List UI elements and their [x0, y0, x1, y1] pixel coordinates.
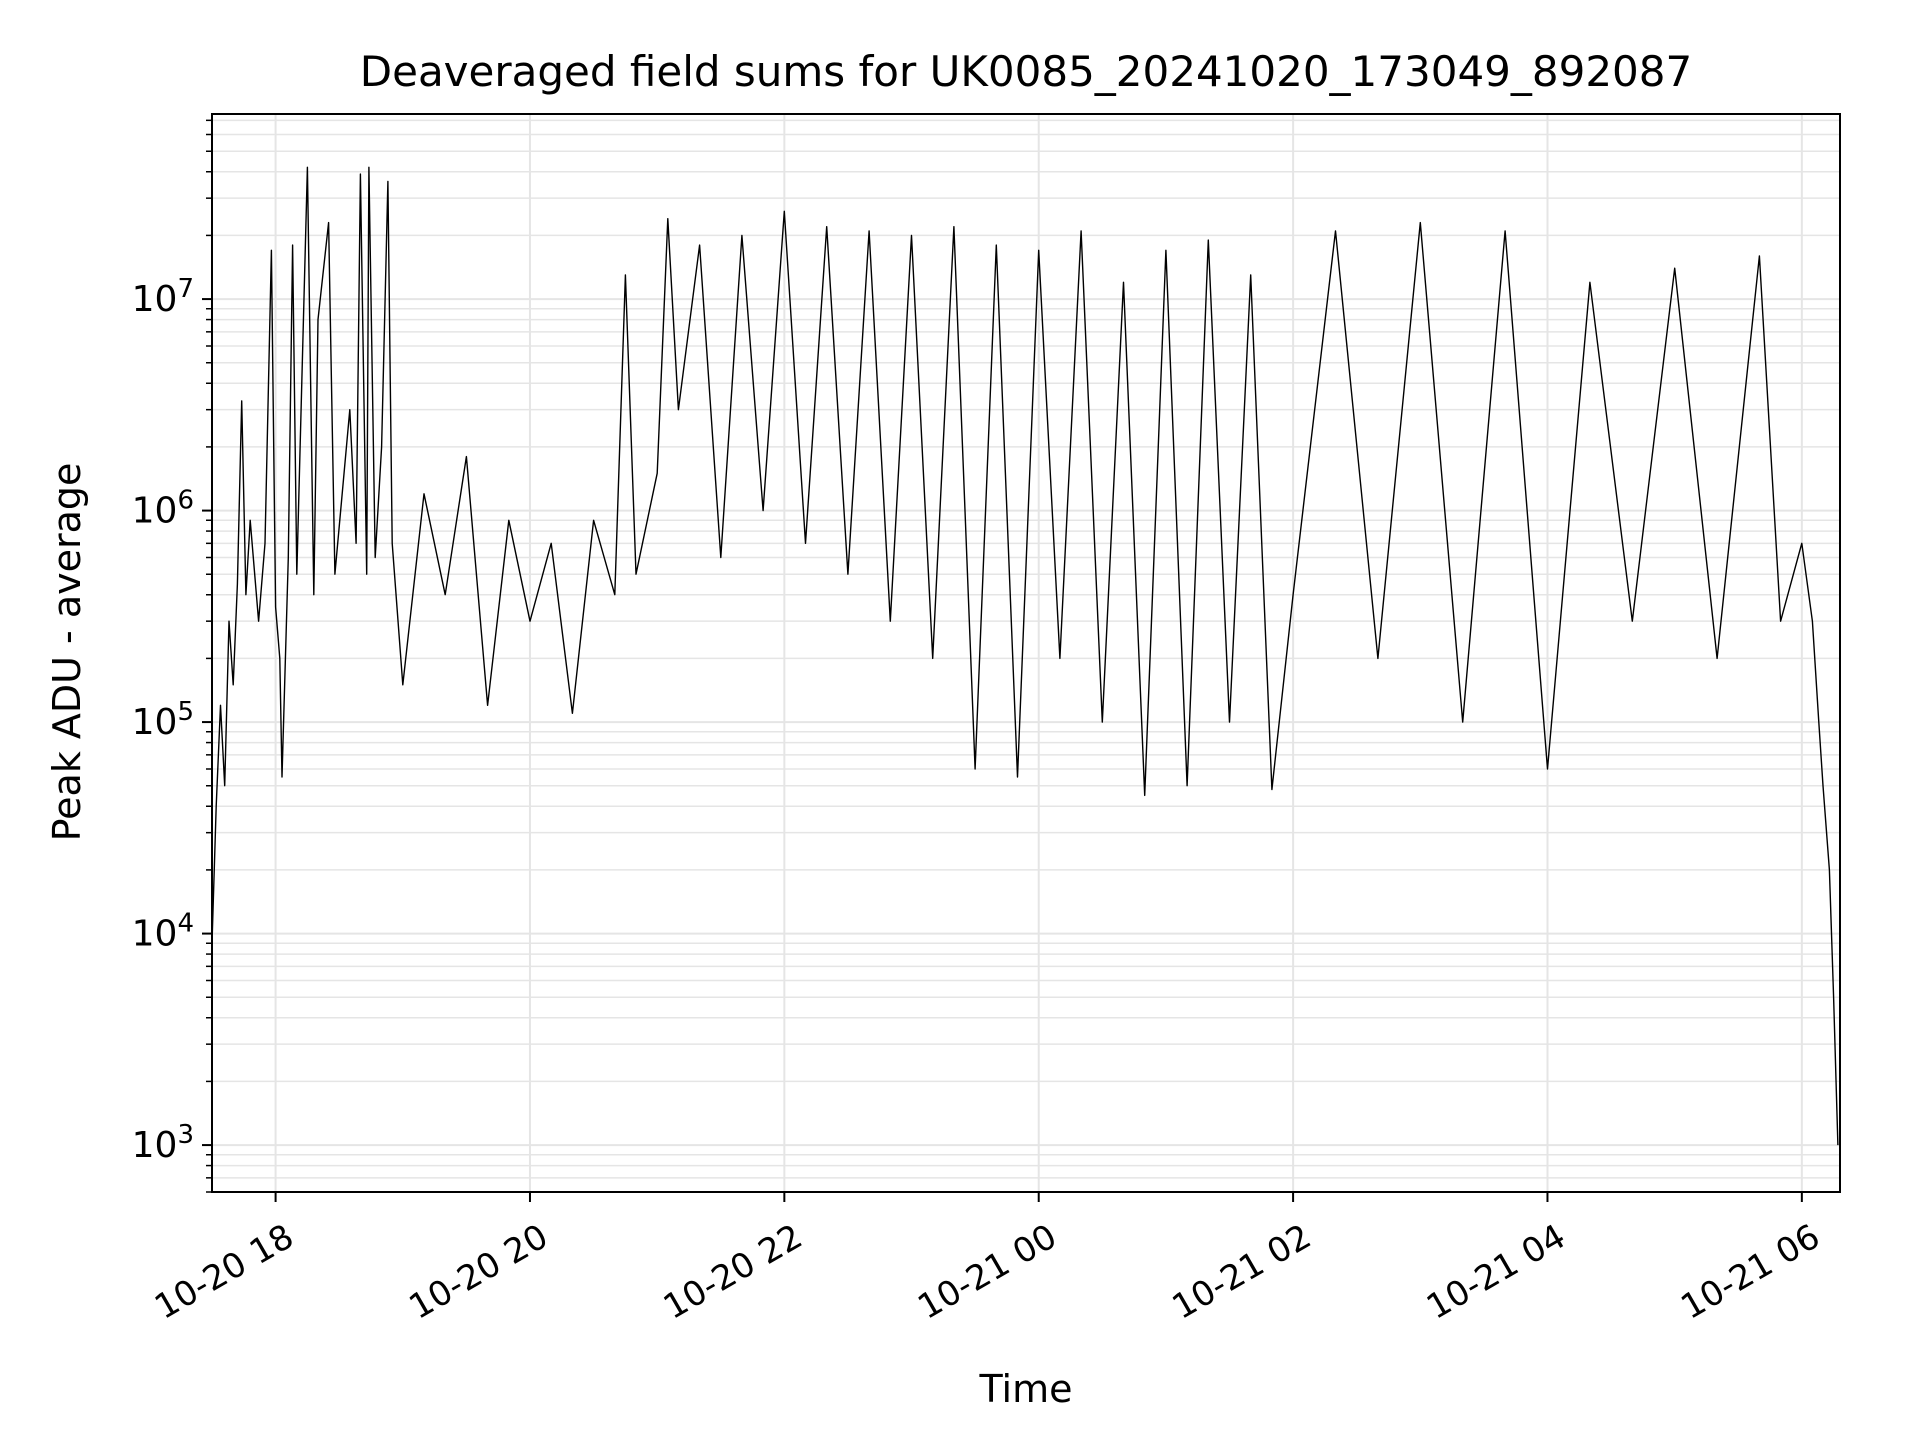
- series-layer: [212, 166, 1839, 1146]
- y-axis-label: Peak ADU - average: [45, 463, 89, 842]
- y-tick-label: 107: [132, 274, 194, 320]
- y-axis-ticks: 103 104 105 106 107: [132, 119, 212, 1193]
- chart-title: Deaveraged field sums for UK0085_2024102…: [360, 47, 1692, 96]
- y-tick-label: 105: [132, 697, 194, 743]
- y-tick-label: 106: [132, 486, 194, 532]
- y-tick-label: 104: [132, 909, 194, 955]
- y-tick-label: 103: [132, 1120, 194, 1166]
- x-axis-label: Time: [979, 1367, 1073, 1411]
- plot-frame: [211, 113, 1841, 1193]
- series-line: [212, 166, 1839, 1146]
